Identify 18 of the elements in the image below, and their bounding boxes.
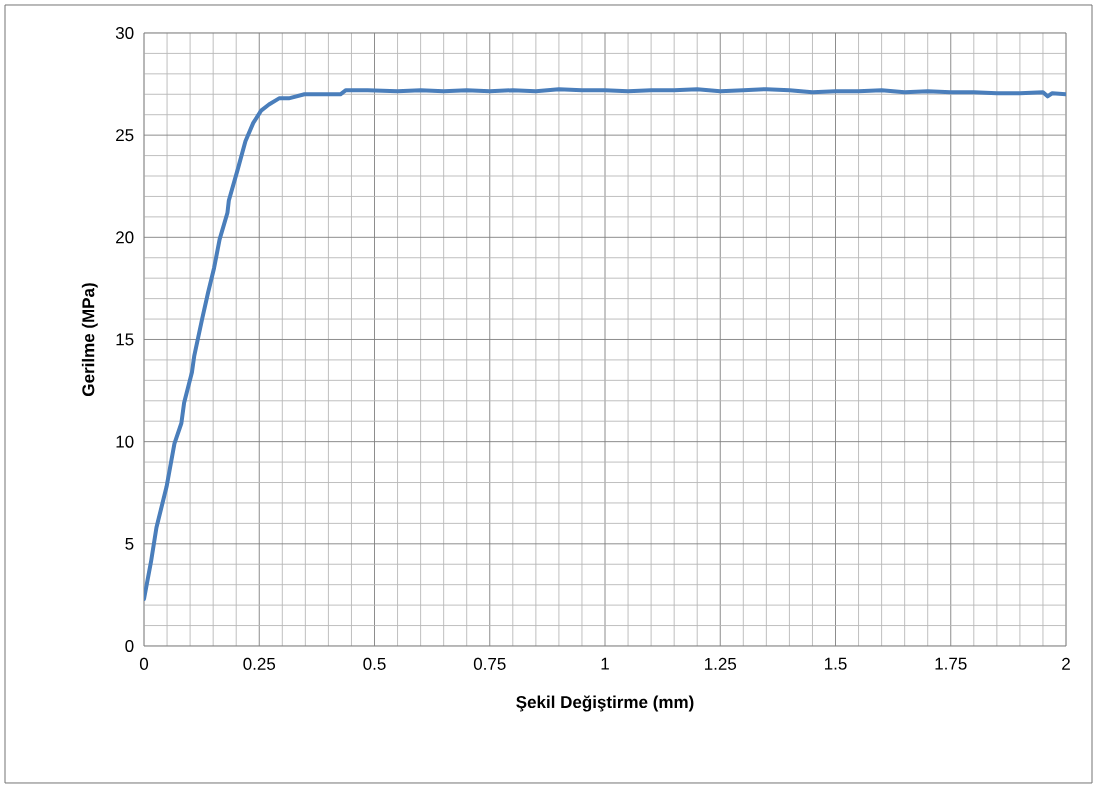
x-tick-label: 0.25 [243,657,276,670]
x-tick-label: 1.25 [705,657,737,670]
x-axis-title: Şekil Değiştirme (mm) [516,695,694,712]
x-tick-label: 1.5 [824,657,847,670]
x-tick-label: 2 [1062,657,1070,670]
y-axis-title: Gerilme (MPa) [81,283,98,396]
y-tick-label: 5 [125,537,134,550]
y-tick-label: 15 [116,333,134,346]
x-tick-label: 0.75 [473,657,506,670]
y-tick-label: 25 [116,129,134,142]
x-tick-label: 1.75 [935,657,967,670]
y-tick-label: 10 [116,435,134,448]
x-tick-label: 1 [601,657,609,670]
x-tick-label: 0.5 [363,657,386,670]
y-tick-label: 0 [125,639,134,653]
y-tick-label: 20 [116,231,134,244]
y-tick-label: 30 [115,26,134,40]
x-tick-label: 0 [139,657,149,670]
